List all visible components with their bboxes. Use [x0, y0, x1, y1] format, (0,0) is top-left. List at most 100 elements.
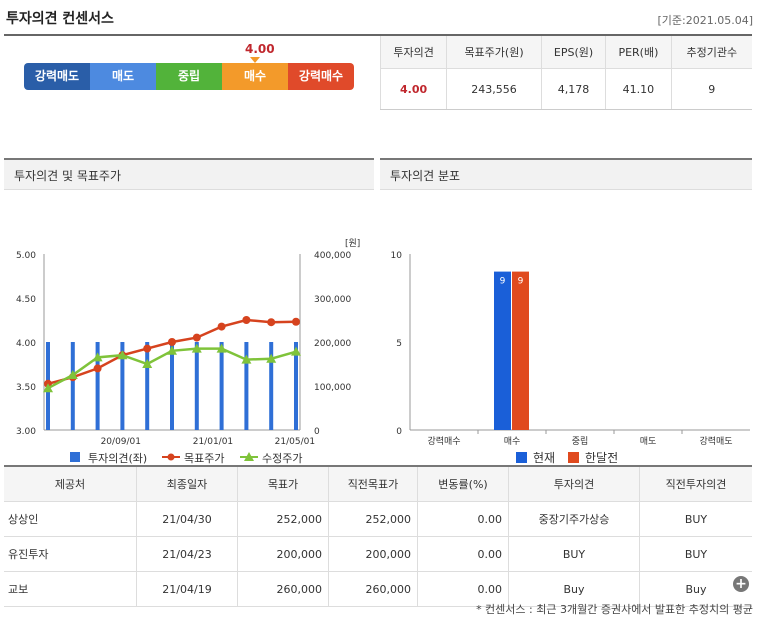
legend-swatch	[568, 452, 579, 463]
target-price: 260,000	[237, 571, 329, 607]
adjusted-price-point	[291, 346, 301, 356]
broker-detail-table: 제공처 최종일자 목표가 직전목표가 변동률(%) 투자의견 직전투자의견 상상…	[4, 465, 752, 607]
scale-sell: 매도	[90, 63, 156, 90]
opinion-bar	[219, 342, 224, 430]
adjusted-price-point	[266, 353, 277, 363]
opinion-bar	[95, 342, 100, 430]
y-right-tick-label: 100,000	[314, 383, 351, 393]
x-tick-label: 매도	[640, 436, 657, 447]
adjusted-price-point	[191, 343, 202, 353]
summary-count: 9	[670, 68, 752, 110]
opinion-target-panel: 투자의견 및 목표주가 5.00 4.50 4.00 3.50 3.00 400,000 3…	[4, 158, 374, 473]
scale-strong-buy: 강력매수	[288, 63, 354, 90]
consensus-score: 4.00	[245, 42, 275, 56]
y-left-tick-label: 3.00	[16, 427, 36, 437]
y-tick-label: 10	[391, 251, 403, 261]
adjusted-price-point	[67, 370, 78, 379]
opinion-distribution-panel: 투자의견 분포 10 5 0 강력매수 매수 9 9 중립 매도 강력매도 현재 한달전	[380, 158, 752, 473]
base-date: [기준:2021.05.04]	[657, 14, 753, 27]
scale-strong-sell: 강력매도	[24, 63, 90, 90]
y-left-tick-label: 5.00	[16, 251, 36, 261]
prev-target-price: 260,000	[328, 571, 418, 607]
opinion-bar	[294, 342, 298, 430]
col-header: 투자의견	[508, 465, 640, 502]
score-pointer-icon	[250, 57, 260, 63]
adjusted-price-point	[216, 343, 227, 353]
y-tick-label: 0	[396, 427, 402, 437]
target-price: 200,000	[237, 536, 329, 572]
y-right-tick-label: 0	[314, 427, 320, 437]
opinion-bar	[194, 342, 199, 430]
target-price-point	[143, 344, 152, 353]
target-price-point	[168, 338, 176, 346]
summary-header: 목표주가(원)	[446, 36, 542, 69]
footnote: * 컨센서스 : 최근 3개월간 증권사에서 발표한 추정치의 평균	[476, 603, 753, 616]
panel-title: 투자의견 분포	[380, 158, 752, 190]
consensus-scale: 강력매도 매도 중립 매수 강력매수	[24, 63, 354, 90]
distribution-bar	[512, 271, 529, 430]
prev-target-price: 252,000	[328, 501, 418, 537]
broker-name: 교보	[4, 571, 137, 607]
summary-per: 41.10	[605, 68, 672, 110]
summary-table: 투자의견 목표주가(원) EPS(원) PER(배) 추정기관수 4.00 24…	[379, 36, 752, 110]
adjusted-price-point	[142, 359, 153, 368]
opinion-bar	[269, 342, 274, 430]
x-tick-label: 21/05/01	[275, 437, 315, 447]
prev-opinion: BUY	[639, 501, 752, 537]
x-tick-label: 20/09/01	[101, 437, 141, 447]
y-left-tick-label: 4.50	[16, 295, 36, 305]
col-header: 직전투자의견	[639, 465, 752, 502]
opinion: 중장기주가상승	[508, 501, 640, 537]
legend-swatch	[70, 452, 80, 462]
expand-plus-icon[interactable]: +	[733, 576, 749, 592]
table-row: 교보 21/04/19 260,000 260,000 0.00 Buy Buy	[4, 571, 752, 607]
target-price-point	[192, 333, 201, 342]
scale-buy: 매수	[222, 63, 288, 90]
scale-neutral: 중립	[156, 63, 222, 90]
x-tick-label: 21/01/01	[193, 437, 233, 447]
col-header: 목표가	[237, 465, 329, 502]
table-row: 유진투자 21/04/23 200,000 200,000 0.00 BUY B…	[4, 536, 752, 572]
adjusted-price-point	[43, 383, 53, 393]
legend-swatch	[167, 453, 175, 461]
opinion-bar	[244, 342, 249, 430]
bar-value-label: 9	[500, 277, 506, 287]
opinion-bar	[70, 342, 75, 430]
legend-label: 현재	[533, 451, 555, 465]
x-tick-label: 매수	[504, 436, 521, 447]
last-date: 21/04/30	[136, 501, 238, 537]
legend-label: 한달전	[585, 451, 618, 465]
adjusted-price-point	[92, 352, 103, 362]
bar-value-label: 9	[518, 277, 524, 287]
legend-label: 투자의견(좌)	[88, 452, 147, 465]
broker-name: 유진투자	[4, 536, 137, 572]
opinion-target-chart: 5.00 4.50 4.00 3.50 3.00 400,000 300,000 200,00…	[16, 238, 360, 465]
top-divider	[4, 34, 752, 36]
target-price-point	[93, 364, 102, 373]
table-row: 상상인 21/04/30 252,000 252,000 0.00 중장기주가상…	[4, 501, 752, 537]
distribution-bar	[494, 271, 511, 430]
summary-target: 243,556	[446, 68, 542, 110]
last-date: 21/04/19	[136, 571, 238, 607]
change-rate: 0.00	[417, 536, 509, 572]
prev-opinion: BUY	[639, 536, 752, 572]
col-header: 직전목표가	[328, 465, 418, 502]
legend-label: 수정주가	[262, 452, 302, 465]
target-price-point	[267, 318, 276, 327]
summary-header: 투자의견	[379, 36, 447, 69]
prev-opinion: Buy	[639, 571, 752, 607]
y-right-tick-label: 300,000	[314, 295, 351, 305]
y-right-tick-label: 200,000	[314, 339, 351, 349]
x-tick-label: 강력매수	[427, 435, 460, 447]
broker-name: 상상인	[4, 501, 137, 537]
summary-header: PER(배)	[605, 36, 672, 69]
y-left-tick-label: 4.00	[16, 339, 36, 349]
adjusted-price-point	[117, 350, 128, 360]
target-price: 252,000	[237, 501, 329, 537]
opinion: BUY	[508, 536, 640, 572]
last-date: 21/04/23	[136, 536, 238, 572]
opinion: Buy	[508, 571, 640, 607]
opinion-bar	[170, 342, 174, 430]
change-rate: 0.00	[417, 571, 509, 607]
